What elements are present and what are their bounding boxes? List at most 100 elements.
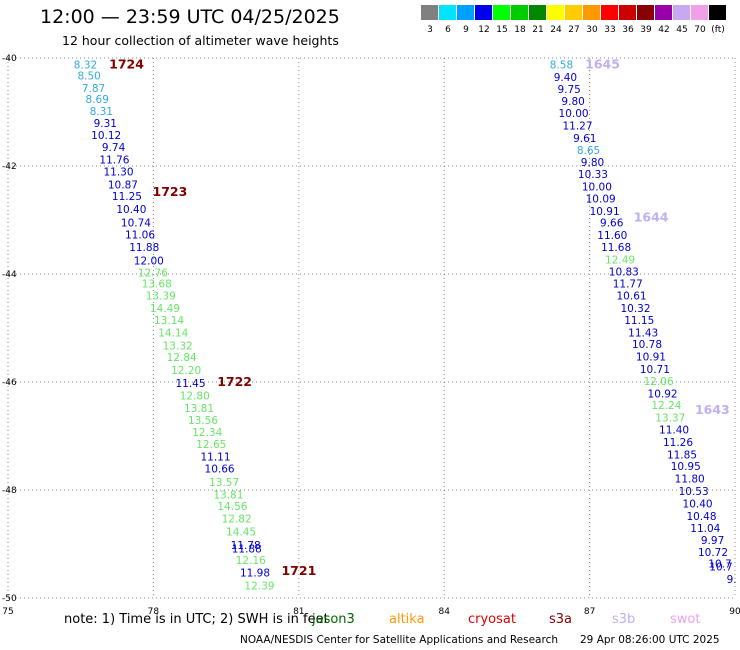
wave-height-label: 11.15: [624, 315, 654, 327]
wave-height-label: 8.50: [77, 70, 100, 82]
lon-tick-label: 87: [584, 607, 595, 617]
wave-height-label: 11.43: [628, 327, 658, 339]
wave-height-label: 8.32: [74, 59, 97, 71]
wave-height-label: 10.12: [91, 130, 121, 142]
colorbar-swatch: [547, 5, 564, 20]
wave-height-label: 10.66: [205, 463, 235, 475]
wave-height-label: 9.74: [102, 142, 126, 154]
lon-tick-label: 78: [148, 607, 160, 617]
wave-height-label: 11.78: [231, 540, 261, 552]
satellite-legend-item: altika: [389, 612, 425, 627]
colorbar-swatch: [583, 5, 600, 20]
wave-height-label: 12.16: [236, 555, 266, 567]
colorbar-swatch: [475, 5, 492, 20]
colorbar-label: 6: [445, 25, 451, 35]
wave-height-label: 14.14: [158, 327, 188, 339]
wave-height-label: 10.00: [559, 108, 589, 120]
colorbar-label: (ft): [711, 25, 725, 35]
wave-height-label: 10.78: [632, 339, 662, 351]
wave-height-label: 10.83: [609, 266, 639, 278]
wave-height-label: 10.71: [640, 364, 670, 376]
wave-height-label: 7.87: [82, 83, 105, 95]
wave-height-label: 10.40: [683, 499, 713, 511]
orbit-number-label: 1721: [281, 563, 316, 578]
wave-height-label: 10.91: [636, 352, 666, 364]
wave-height-label: 13.81: [184, 403, 214, 415]
colorbar-label: 3: [427, 25, 433, 35]
wave-height-label: 12.06: [644, 376, 674, 388]
wave-height-label: 11.80: [675, 474, 705, 486]
wave-height-label: 10.91: [590, 206, 620, 218]
colorbar-label: 33: [604, 25, 616, 35]
lat-tick-label: -44: [2, 270, 17, 280]
lat-tick-label: -48: [2, 486, 17, 496]
orbit-number-label: 1643: [695, 402, 730, 417]
colorbar-label: 30: [586, 25, 598, 35]
wave-height-label: 10.95: [671, 461, 701, 473]
colorbar-label: 42: [658, 25, 670, 35]
footer-note: note: 1) Time is in UTC; 2) SWH is in fe…: [64, 612, 329, 627]
wave-height-label: 10.92: [648, 388, 678, 400]
colorbar-swatch: [601, 5, 618, 20]
wave-height-label: 11.76: [99, 155, 129, 167]
colorbar-label: 24: [550, 25, 562, 35]
colorbar-swatch: [637, 5, 654, 20]
wave-height-label: 9.40: [554, 72, 577, 84]
wave-height-label: 9.31: [94, 118, 117, 130]
satellite-legend-item: swot: [670, 612, 701, 627]
colorbar-label: 70: [694, 25, 706, 35]
colorbar-swatch: [421, 5, 438, 20]
wave-height-label: 12.49: [605, 254, 635, 266]
wave-height-label: 10.40: [116, 204, 146, 216]
page-title: 12:00 — 23:59 UTC 04/25/2025: [40, 6, 340, 28]
wave-height-label: 13.14: [154, 315, 184, 327]
wave-height-label: 13.37: [655, 413, 685, 425]
wave-height-label: 11.88: [129, 242, 159, 254]
colorbar-label: 18: [514, 25, 526, 35]
wave-height-label: 11.11: [200, 452, 230, 464]
orbit-number-label: 1722: [217, 374, 252, 389]
wave-height-label: 11.68: [601, 242, 631, 254]
wave-height-label: 12.34: [192, 427, 222, 439]
wave-height-label: 13.32: [163, 340, 193, 352]
lon-tick-label: 90: [729, 607, 740, 617]
wave-height-label: 9.80: [561, 96, 584, 108]
lat-tick-label: -42: [2, 162, 17, 172]
wave-height-label: 14.45: [226, 527, 256, 539]
wave-height-label: 10.09: [586, 193, 616, 205]
colorbar-swatch: [709, 5, 726, 20]
colorbar-swatch: [619, 5, 636, 20]
orbit-number-label: 1723: [153, 184, 188, 199]
wave-height-label: 12.82: [222, 514, 252, 526]
wave-height-label: 12.39: [244, 581, 274, 593]
wave-height-label: 11.77: [613, 279, 643, 291]
wave-height-label: 13.56: [188, 415, 218, 427]
colorbar-label: 39: [640, 25, 652, 35]
wave-height-label: 12.80: [180, 391, 210, 403]
wave-height-label: 11.60: [597, 230, 627, 242]
wave-height-label: 10.7: [709, 562, 732, 574]
generated-timestamp: 29 Apr 08:26:00 UTC 2025: [580, 634, 720, 646]
wave-height-label: 10.32: [620, 303, 650, 315]
wave-height-label: 14.56: [217, 501, 247, 513]
lon-tick-label: 75: [2, 607, 13, 617]
orbit-number-label: 1645: [585, 56, 620, 71]
wave-height-label: 10.87: [108, 179, 138, 191]
wave-height-label: 11.30: [103, 166, 133, 178]
colorbar-swatch: [511, 5, 528, 20]
wave-height-label: 13.68: [142, 279, 172, 291]
wave-height-label: 12.76: [138, 267, 168, 279]
wave-height-label: 11.98: [240, 568, 270, 580]
wave-height-label: 11.85: [667, 449, 697, 461]
page-subtitle: 12 hour collection of altimeter wave hei…: [62, 33, 339, 48]
orbit-number-label: 1724: [109, 56, 144, 71]
wave-height-label: 10.72: [698, 547, 728, 559]
wave-height-label: 11.27: [562, 121, 592, 133]
colorbar-label: 36: [622, 25, 634, 35]
wave-height-label: 12.24: [651, 400, 681, 412]
lat-tick-label: -50: [2, 594, 17, 604]
wave-height-label: 10.74: [121, 218, 151, 230]
wave-height-label: 8.58: [550, 59, 573, 71]
wave-height-label: 12.00: [134, 256, 164, 268]
